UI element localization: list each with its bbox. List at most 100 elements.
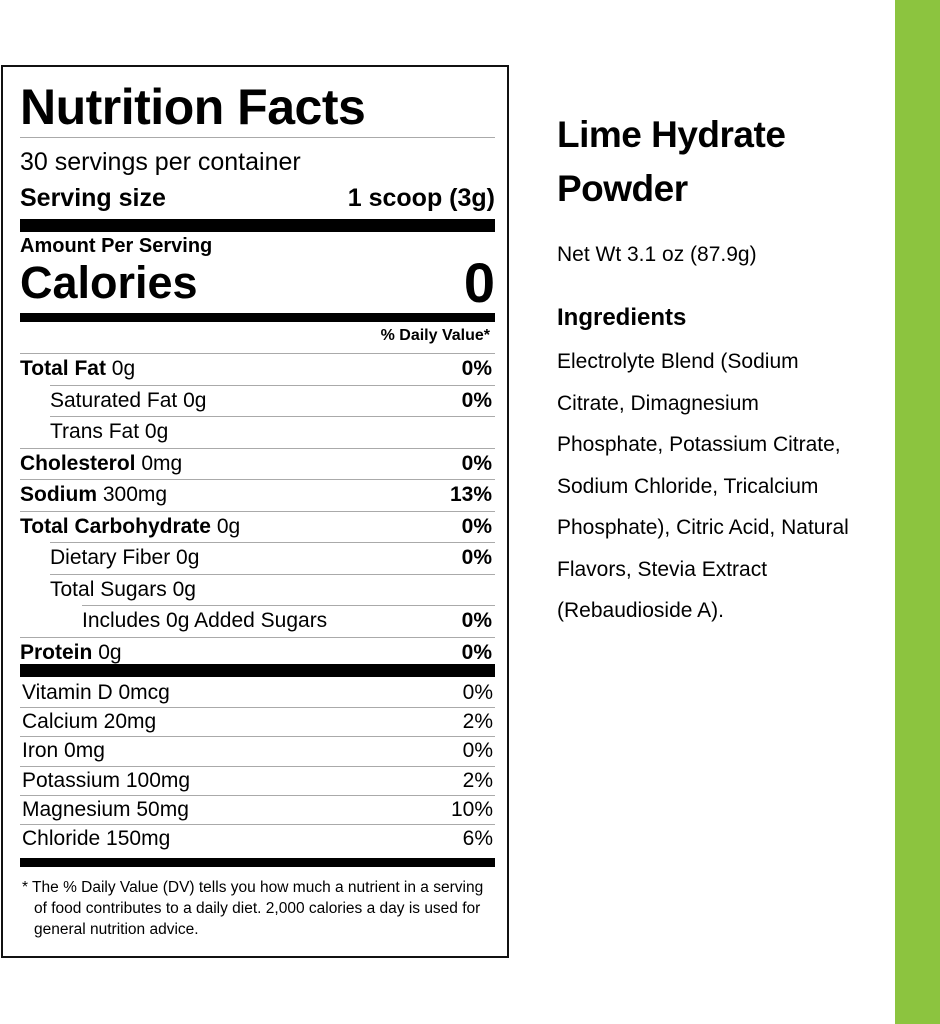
label-title: Nutrition Facts <box>20 79 366 135</box>
divider <box>20 353 495 354</box>
nutrient-label: Sodium 300mg <box>20 480 167 510</box>
nutrient-name: Sodium <box>20 483 97 506</box>
divider <box>50 573 495 575</box>
nutrient-label: Includes 0g Added Sugars <box>20 606 327 636</box>
nutrient-amount: 0g <box>172 577 196 601</box>
nutrient-name: Saturated Fat <box>50 388 178 412</box>
vitamin-daily-value: 0% <box>462 681 493 704</box>
divider <box>20 479 495 480</box>
nutrient-row: Dietary Fiber 0g 0% <box>20 543 495 573</box>
nutrient-row: Total Fat 0g 0% <box>20 354 495 384</box>
nutrient-row: Total Carbohydrate 0g 0% <box>20 512 495 542</box>
nutrient-name: Dietary Fiber <box>50 546 171 569</box>
divider <box>50 416 495 417</box>
nutrient-row: Protein 0g 0% <box>20 638 495 668</box>
serving-size: Serving size 1 scoop (3g) <box>20 183 495 213</box>
nutrient-daily-value: 0% <box>461 640 492 664</box>
vitamin-label: Iron 0mg <box>22 739 105 763</box>
nutrient-amount: 0g <box>98 640 122 664</box>
ingredients-text: Electrolyte Blend (Sodium Citrate, Dimag… <box>557 350 849 622</box>
divider <box>82 605 495 606</box>
nutrient-amount: 0g <box>144 420 169 443</box>
nutrient-label: Saturated Fat 0g <box>20 386 206 416</box>
nutrient-row: Trans Fat 0g <box>20 417 495 447</box>
calories-label: Calories <box>20 257 198 308</box>
nutrient-daily-value: 0% <box>461 514 492 538</box>
nutrient-daily-value: 0% <box>461 609 492 632</box>
thick-divider <box>20 858 495 867</box>
thick-divider <box>20 313 495 322</box>
divider <box>20 447 495 449</box>
divider <box>20 765 495 767</box>
thick-divider <box>20 664 495 677</box>
nutrient-amount: 0g <box>176 546 200 569</box>
nutrient-row: Total Sugars 0g <box>20 575 495 605</box>
servings-per-container: 30 servings per container <box>20 148 301 176</box>
calories-value: 0 <box>463 251 495 314</box>
nutrient-label: Dietary Fiber 0g <box>20 543 199 573</box>
divider <box>20 707 495 709</box>
vitamin-label: Calcium 20mg <box>22 710 157 734</box>
calories: Calories 0 <box>20 253 495 313</box>
nutrient-name: Trans Fat <box>50 420 140 443</box>
vitamin-label: Potassium 100mg <box>22 768 191 792</box>
nutrient-row: Includes 0g Added Sugars 0% <box>20 606 495 636</box>
vitamin-row: Potassium 100mg 2% <box>22 767 493 795</box>
nutrient-amount: 0g <box>216 514 241 538</box>
divider <box>20 794 495 796</box>
nutrient-row: Saturated Fat 0g 0% <box>20 386 495 416</box>
vitamin-row: Magnesium 50mg 10% <box>22 796 493 824</box>
serving-size-label: Serving size <box>20 184 166 212</box>
nutrient-name: Total Carbohydrate <box>20 514 211 538</box>
nutrient-name: Protein <box>20 640 93 664</box>
divider <box>20 824 495 825</box>
vitamin-row: Vitamin D 0mcg 0% <box>22 679 493 707</box>
product-name: Lime Hydrate Powder <box>557 114 786 209</box>
vitamin-label: Vitamin D 0mcg <box>22 681 170 704</box>
vitamin-row: Iron 0mg 0% <box>22 737 493 765</box>
vitamin-label: Magnesium 50mg <box>22 797 189 821</box>
nutrient-name: Total Sugars <box>50 577 167 601</box>
nutrient-name: Includes 0g Added Sugars <box>82 609 328 632</box>
nutrient-amount: 0mg <box>141 451 183 475</box>
nutrient-label: Protein 0g <box>20 638 122 668</box>
nutrient-daily-value: 0% <box>461 388 492 412</box>
vitamin-daily-value: 2% <box>462 710 493 734</box>
nutrient-amount: 0g <box>111 357 136 380</box>
nutrient-name: Cholesterol <box>20 451 136 475</box>
ingredients-heading: Ingredients <box>557 304 687 331</box>
divider <box>20 636 495 638</box>
nutrient-daily-value <box>492 417 495 447</box>
nutrient-row: Cholesterol 0mg 0% <box>20 449 495 479</box>
nutrition-facts-label: Nutrition Facts 30 servings per containe… <box>1 65 509 958</box>
nutrient-row: Sodium 300mg 13% <box>20 480 495 510</box>
nutrient-label: Total Sugars 0g <box>20 575 196 605</box>
vitamin-daily-value: 10% <box>450 797 493 821</box>
divider <box>20 736 495 738</box>
divider <box>50 384 495 386</box>
brand-color-bar <box>895 0 940 1024</box>
nutrient-daily-value: 13% <box>449 483 492 506</box>
divider <box>50 542 495 543</box>
vitamin-row: Chloride 150mg 6% <box>22 825 493 853</box>
daily-value-header: % Daily Value* <box>380 327 490 344</box>
serving-size-value: 1 scoop (3g) <box>347 184 495 212</box>
nutrient-daily-value: 0% <box>461 357 492 380</box>
vitamin-daily-value: 2% <box>462 768 493 792</box>
thick-divider <box>20 219 495 232</box>
nutrient-amount: 300mg <box>102 483 168 506</box>
divider <box>20 510 495 512</box>
nutrient-label: Trans Fat 0g <box>20 417 168 447</box>
nutrient-label: Cholesterol 0mg <box>20 449 182 479</box>
divider <box>20 137 495 138</box>
amount-per-serving: Amount Per Serving <box>20 235 213 257</box>
nutrient-name: Total Fat <box>20 357 106 380</box>
nutrient-amount: 0g <box>183 388 207 412</box>
footnote: * The % Daily Value (DV) tells you how m… <box>22 879 484 938</box>
vitamin-daily-value: 6% <box>462 827 493 850</box>
nutrient-daily-value <box>492 575 495 605</box>
nutrient-label: Total Carbohydrate 0g <box>20 512 240 542</box>
vitamin-daily-value: 0% <box>462 739 493 763</box>
nutrient-daily-value: 0% <box>461 546 492 569</box>
net-weight: Net Wt 3.1 oz (87.9g) <box>557 243 757 266</box>
